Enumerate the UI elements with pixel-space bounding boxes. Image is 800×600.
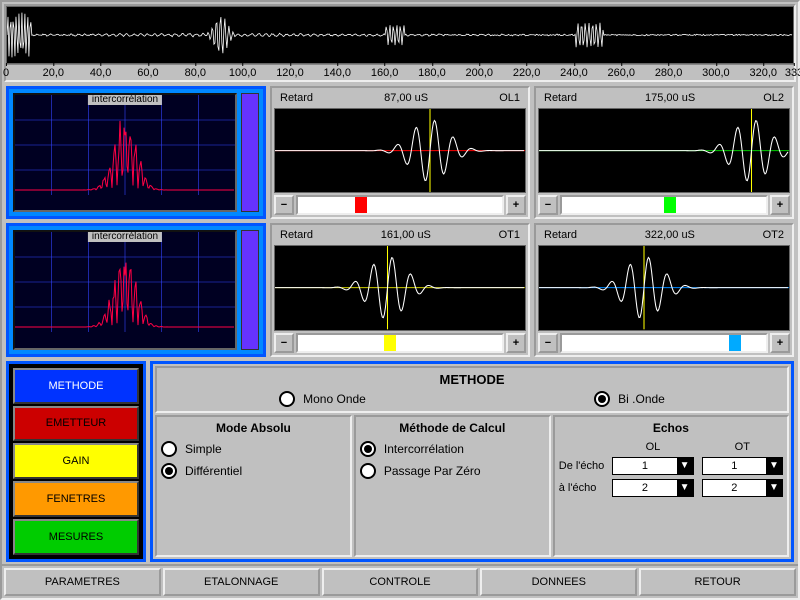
intercorrelation-panel-1: intercorrélation (6, 86, 266, 219)
bottom-donnees[interactable]: DONNEES (480, 568, 637, 596)
side-menu-fenetres[interactable]: FENETRES (13, 481, 139, 517)
scope-name: OL2 (763, 92, 784, 104)
slider-ol2[interactable] (560, 195, 768, 215)
plus-button[interactable]: + (770, 195, 790, 215)
bottom-etalonnage[interactable]: ETALONNAGE (163, 568, 320, 596)
echos-title: Echos (559, 421, 783, 435)
spin-ol-de[interactable]: 1▼ (612, 457, 693, 475)
mode-absolu-title: Mode Absolu (161, 421, 346, 435)
corr-side-bar (241, 230, 259, 349)
top-waveform-panel: 020,040,060,080,0100,0120,0140,0160,0180… (4, 4, 796, 82)
radio-intercorrelation[interactable]: Intercorrélation (360, 441, 545, 457)
minus-button[interactable]: − (538, 333, 558, 353)
plus-button[interactable]: + (506, 195, 526, 215)
intercorrelation-panel-2: intercorrélation (6, 223, 266, 356)
scope-name: OT1 (499, 229, 520, 241)
scope-value: 87,00 uS (384, 92, 428, 104)
scope-ot1-plot (274, 245, 526, 330)
echos-col-ol: OL (612, 441, 693, 453)
scope-name: OT2 (763, 229, 784, 241)
spin-ot-de[interactable]: 1▼ (702, 457, 783, 475)
methode-title: METHODE (165, 372, 779, 387)
spin-ot-a[interactable]: 2▼ (702, 479, 783, 497)
minus-button[interactable]: − (538, 195, 558, 215)
scope-ol2-plot (538, 108, 790, 193)
echos-col-ot: OT (702, 441, 783, 453)
side-menu: METHODEEMETTEURGAINFENETRESMESURES (6, 361, 146, 562)
bottom-toolbar: PARAMETRESETALONNAGECONTROLEDONNEESRETOU… (2, 564, 798, 598)
spin-ol-a[interactable]: 2▼ (612, 479, 693, 497)
side-menu-methode[interactable]: METHODE (13, 368, 139, 404)
side-menu-emetteur[interactable]: EMETTEUR (13, 406, 139, 442)
radio-simple[interactable]: Simple (161, 441, 346, 457)
minus-button[interactable]: − (274, 333, 294, 353)
top-waveform-plot (6, 6, 794, 64)
corr-title: intercorrélation (88, 231, 162, 242)
scope-label: Retard (544, 92, 577, 104)
scope-ol2: Retard 175,00 uS OL2 − + (534, 86, 794, 219)
corr-side-bar (241, 93, 259, 212)
bottom-controle[interactable]: CONTROLE (322, 568, 479, 596)
plus-button[interactable]: + (770, 333, 790, 353)
scope-value: 322,00 uS (645, 229, 695, 241)
scope-label: Retard (280, 229, 313, 241)
scope-ot1: Retard 161,00 uS OT1 − + (270, 223, 530, 356)
side-menu-gain[interactable]: GAIN (13, 443, 139, 479)
side-menu-mesures[interactable]: MESURES (13, 519, 139, 555)
scope-label: Retard (280, 92, 313, 104)
radio-bi-onde[interactable]: Bi .Onde (594, 391, 665, 407)
scope-ol1-plot (274, 108, 526, 193)
echos-row-a: à l'écho (559, 482, 605, 494)
radio-mono-onde[interactable]: Mono Onde (279, 391, 366, 407)
radio-differentiel[interactable]: Différentiel (161, 463, 346, 479)
scope-ot2: Retard 322,00 uS OT2 − + (534, 223, 794, 356)
scope-value: 161,00 uS (381, 229, 431, 241)
corr-title: intercorrélation (88, 94, 162, 105)
slider-ot2[interactable] (560, 333, 768, 353)
bottom-parametres[interactable]: PARAMETRES (4, 568, 161, 596)
scope-name: OL1 (499, 92, 520, 104)
bottom-retour[interactable]: RETOUR (639, 568, 796, 596)
radio-passage-zero[interactable]: Passage Par Zéro (360, 463, 545, 479)
calcul-title: Méthode de Calcul (360, 421, 545, 435)
slider-ol1[interactable] (296, 195, 504, 215)
scope-label: Retard (544, 229, 577, 241)
minus-button[interactable]: − (274, 195, 294, 215)
scope-ot2-plot (538, 245, 790, 330)
echos-row-de: De l'écho (559, 460, 605, 472)
plus-button[interactable]: + (506, 333, 526, 353)
scope-ol1: Retard 87,00 uS OL1 − + (270, 86, 530, 219)
scope-value: 175,00 uS (645, 92, 695, 104)
methode-panel: METHODE Mono Onde Bi .Onde Mode Absolu S… (150, 361, 794, 562)
top-waveform-ticks: 020,040,060,080,0100,0120,0140,0160,0180… (6, 64, 794, 80)
slider-ot1[interactable] (296, 333, 504, 353)
